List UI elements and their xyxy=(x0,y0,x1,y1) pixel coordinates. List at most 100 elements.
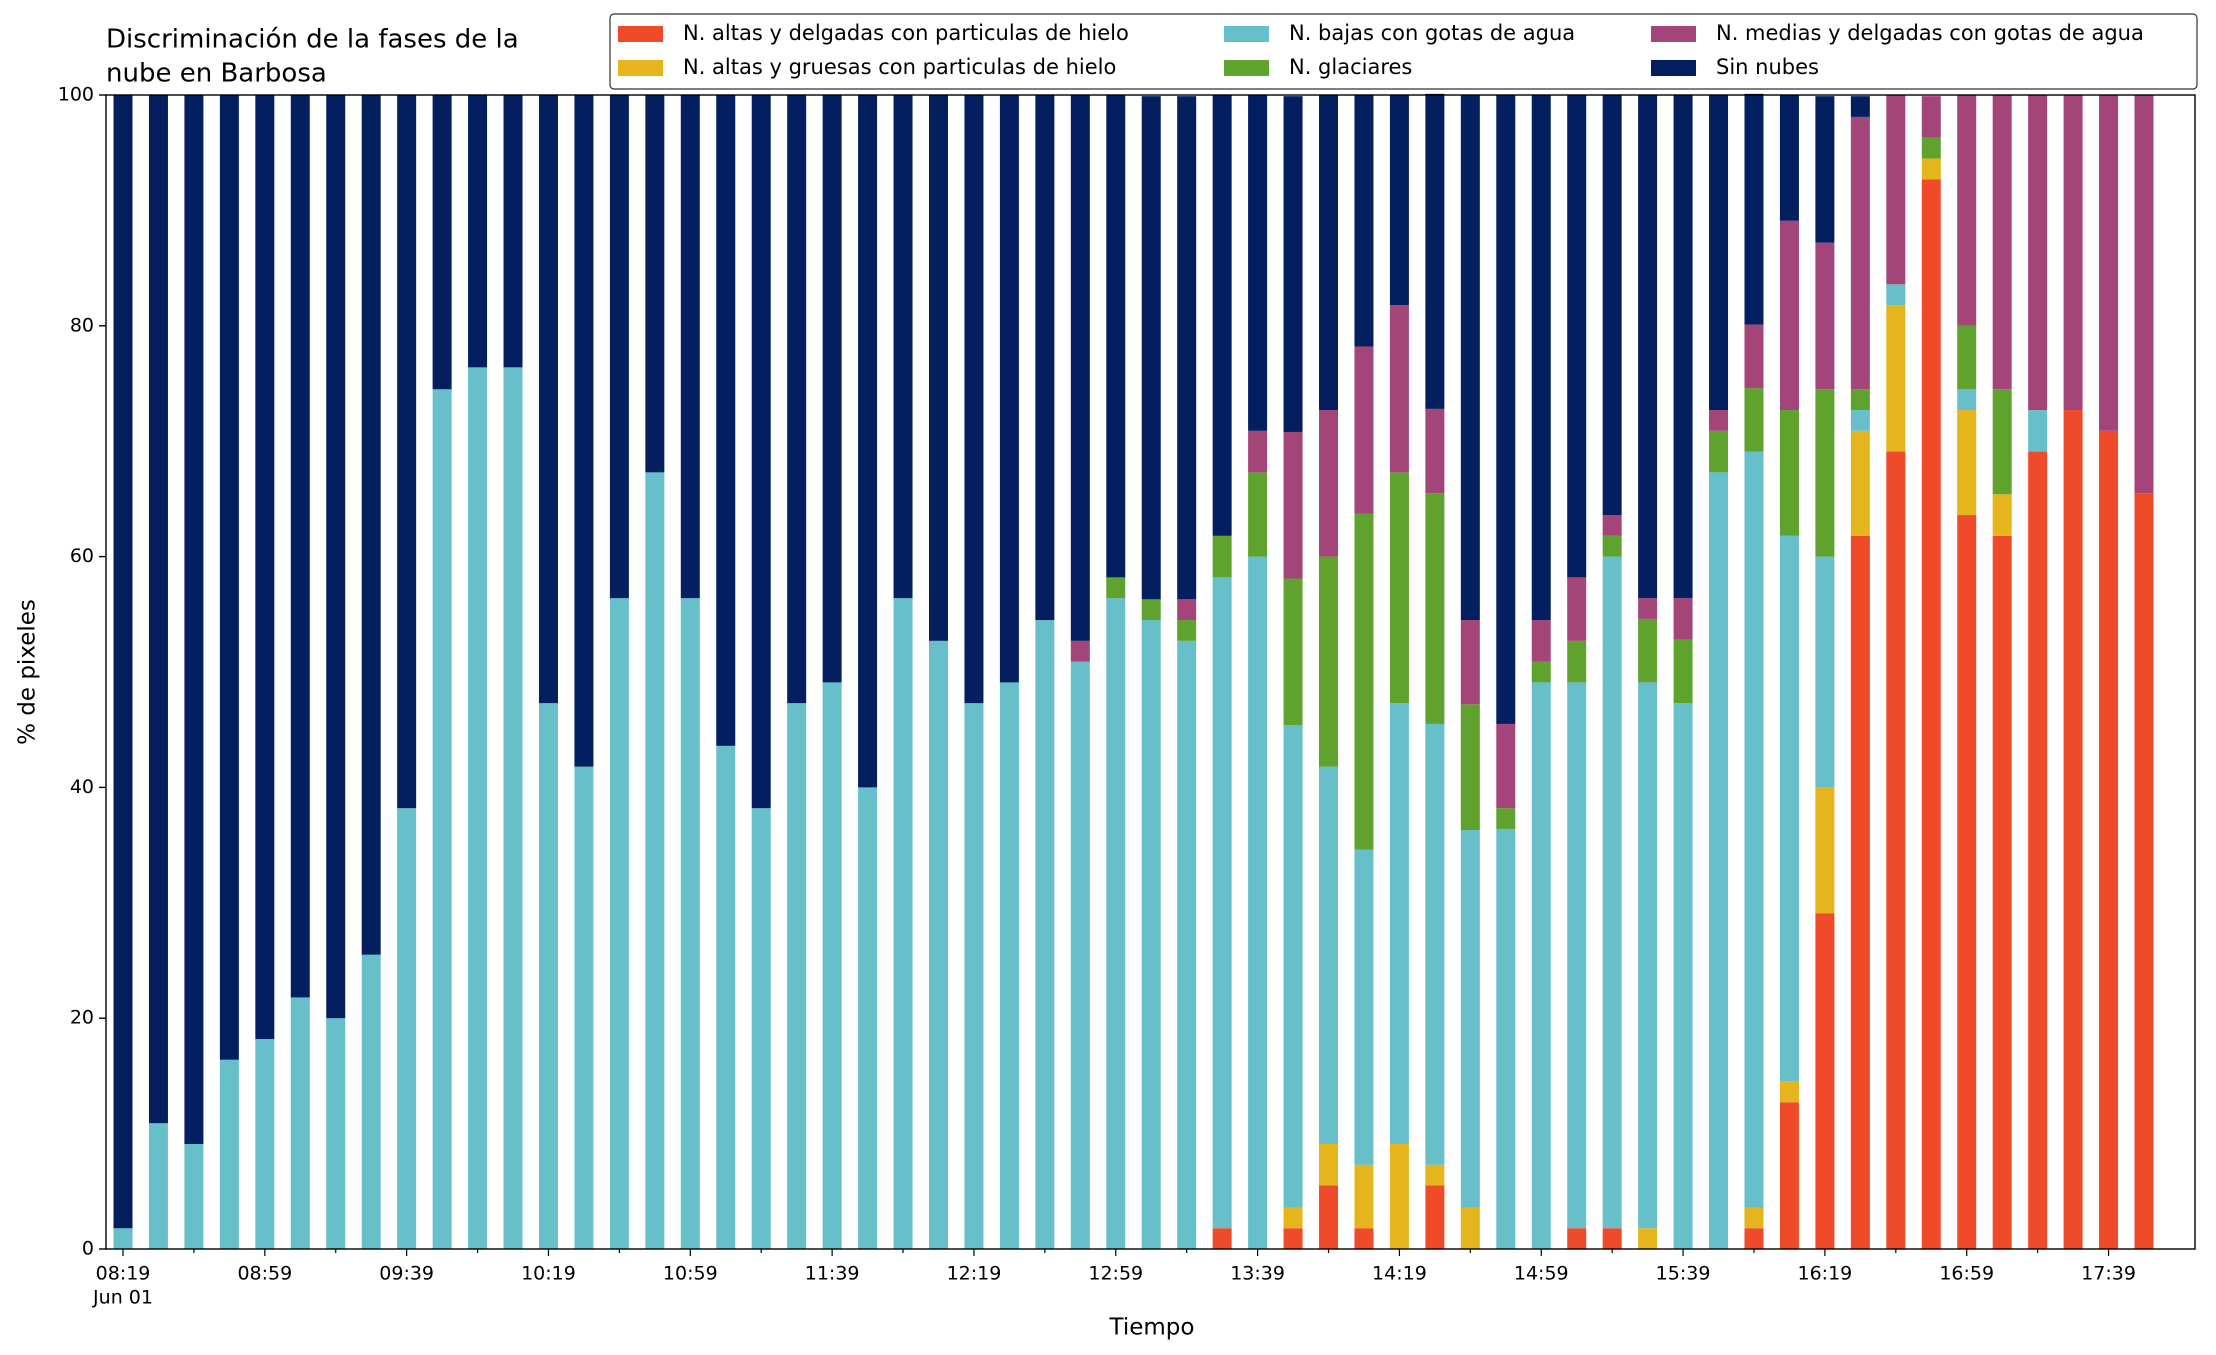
bar-segment xyxy=(1957,389,1977,411)
bar-segment xyxy=(1815,787,1835,914)
bar-segment xyxy=(999,682,1019,1249)
bar-segment xyxy=(893,598,913,1249)
bar-segment xyxy=(1992,389,2012,495)
x-tick-label: 16:19 xyxy=(1798,1263,1853,1285)
bar-segment xyxy=(1567,640,1587,683)
y-tick-label: 60 xyxy=(70,545,94,567)
legend-swatch xyxy=(618,60,663,76)
y-tick-label: 80 xyxy=(70,314,94,336)
bar-segment xyxy=(1389,703,1409,1144)
bar-segment xyxy=(1886,95,1906,285)
bar-segment xyxy=(1744,388,1764,452)
bar-segment xyxy=(1496,723,1516,809)
chart-title: nube en Barbosa xyxy=(106,59,327,89)
bar-segment xyxy=(1850,116,1870,390)
bar-segment xyxy=(964,95,984,704)
bar-segment xyxy=(1957,515,1977,1249)
bar-segment xyxy=(1779,410,1799,536)
bar-segment xyxy=(1035,95,1055,621)
bar-segment xyxy=(503,95,523,368)
bar-segment xyxy=(1319,1185,1339,1249)
legend-label: N. bajas con gotas de agua xyxy=(1289,21,1575,45)
legend-label: N. glaciares xyxy=(1289,55,1412,79)
x-tick-label: 08:59 xyxy=(237,1263,292,1285)
bar-segment xyxy=(184,1143,204,1249)
x-tick-label: 12:59 xyxy=(1088,1263,1143,1285)
bar-segment xyxy=(1709,95,1729,411)
bar-segment xyxy=(1354,1228,1374,1249)
bar-segment xyxy=(787,95,807,704)
bar-segment xyxy=(1815,242,1835,390)
bar-segment xyxy=(787,703,807,1249)
bar-segment xyxy=(1992,95,2012,390)
bar-segment xyxy=(1425,408,1445,494)
bar-segment xyxy=(1354,346,1374,514)
bar-segment xyxy=(503,367,523,1249)
bar-segment xyxy=(148,95,168,1124)
bar-segment xyxy=(1141,620,1161,1249)
bar-segment xyxy=(574,95,594,767)
bar-segment xyxy=(1992,494,2012,536)
bar-segment xyxy=(1460,704,1480,831)
bar-segment xyxy=(1957,95,1977,326)
bar-segment xyxy=(1425,1185,1445,1249)
bar-segment xyxy=(1921,158,1941,180)
bar-segment xyxy=(1070,95,1090,641)
bar-segment xyxy=(1744,1207,1764,1229)
bar-segment xyxy=(255,1038,275,1249)
bar-segment xyxy=(1850,410,1870,431)
bar-segment xyxy=(1248,472,1268,557)
bar-segment xyxy=(928,640,948,1249)
bar-segment xyxy=(1248,95,1268,431)
bar-segment xyxy=(999,95,1019,683)
bar-segment xyxy=(1850,96,1870,117)
chart-title: Discriminación de la fases de la xyxy=(106,25,519,55)
legend-swatch xyxy=(1224,60,1269,76)
bar-segment xyxy=(1886,305,1906,452)
bar-segment xyxy=(361,95,381,955)
bar-segment xyxy=(680,598,700,1249)
bar-segment xyxy=(468,367,488,1249)
bar-segment xyxy=(1035,620,1055,1249)
bar-segment xyxy=(1886,451,1906,1249)
x-tick-label: 15:39 xyxy=(1656,1263,1711,1285)
bar-segment xyxy=(1602,535,1622,557)
bar-segment xyxy=(538,95,558,704)
bar-segment xyxy=(255,95,275,1039)
bar-segment xyxy=(2099,430,2119,1250)
bar-segment xyxy=(1602,515,1622,536)
bar-segment xyxy=(1354,513,1374,850)
bar-segment xyxy=(1921,96,1941,138)
bar-segment xyxy=(1106,598,1126,1249)
bar-segment xyxy=(2134,493,2154,1249)
bar-segment xyxy=(432,95,452,390)
y-tick-label: 100 xyxy=(58,84,94,106)
bar-segment xyxy=(1602,1228,1622,1249)
bar-segment xyxy=(1425,93,1445,409)
legend-swatch xyxy=(1224,26,1269,42)
bar-segment xyxy=(1638,1228,1658,1249)
bar-segment xyxy=(928,95,948,641)
bar-segment xyxy=(1744,1228,1764,1249)
bar-segment xyxy=(1567,682,1587,1229)
bar-segment xyxy=(858,95,878,788)
bar-segment xyxy=(1283,1207,1303,1229)
bar-segment xyxy=(1957,325,1977,390)
bar-segment xyxy=(1389,1143,1409,1249)
bar-segment xyxy=(290,997,310,1249)
bar-segment xyxy=(1531,682,1551,1249)
bar-segment xyxy=(1638,618,1658,683)
bar-segment xyxy=(1673,598,1693,640)
bar-segment xyxy=(1744,93,1764,325)
legend-label: Sin nubes xyxy=(1716,55,1819,79)
bar-segment xyxy=(326,1018,346,1249)
bar-segment xyxy=(1212,95,1232,536)
bar-segment xyxy=(1425,1164,1445,1186)
bar-segment xyxy=(1673,95,1693,599)
y-tick-label: 20 xyxy=(70,1007,94,1029)
legend-label: N. altas y gruesas con particulas de hie… xyxy=(683,55,1116,79)
bar-segment xyxy=(1602,556,1622,1229)
bar-segment xyxy=(290,95,310,998)
bar-segment xyxy=(1319,95,1339,411)
x-tick-label: 14:59 xyxy=(1514,1263,1569,1285)
